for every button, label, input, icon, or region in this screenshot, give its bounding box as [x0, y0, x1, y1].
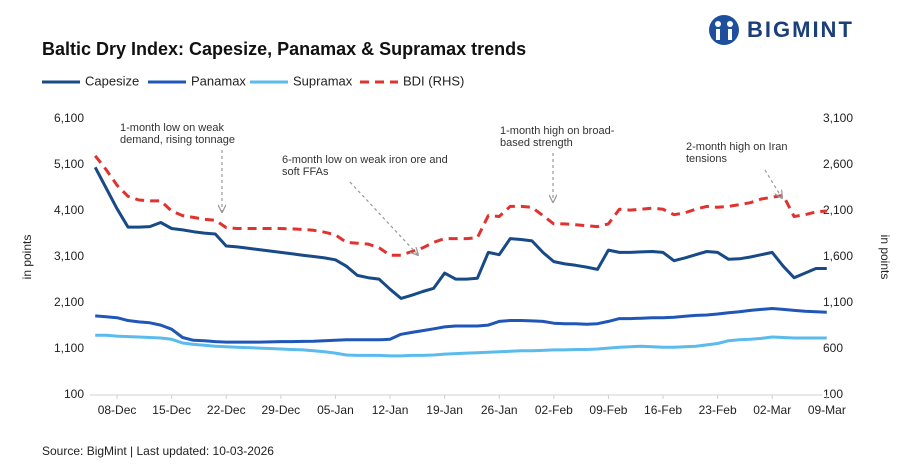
logo: BIGMINT: [709, 15, 854, 45]
x-tick-label: 09-Mar: [808, 403, 846, 417]
y2-tick-label: 3,100: [823, 111, 853, 125]
annotation-text: 1-month high on broad-: [500, 125, 615, 137]
y-tick-label: 1,100: [54, 341, 84, 355]
series-line: [95, 333, 827, 358]
x-tick-label: 19-Jan: [426, 403, 463, 417]
x-tick-label: 09-Feb: [589, 403, 627, 417]
y-tick-label: 2,100: [54, 295, 84, 309]
y2-tick-label: 2,100: [823, 203, 853, 217]
x-tick-label: 02-Feb: [535, 403, 573, 417]
y2-axis-label: in points: [878, 235, 892, 280]
chart-title: Baltic Dry Index: Capesize, Panamax & Su…: [42, 39, 526, 59]
series-line: [93, 166, 827, 300]
annotation-text: 2-month high on Iran: [686, 141, 788, 153]
x-tick-label: 08-Dec: [98, 403, 137, 417]
y2-tick-label: 1,600: [823, 249, 853, 263]
annotation-arrow: [349, 181, 418, 255]
annotation-text: 6-month low on weak iron ore and: [282, 154, 448, 166]
x-tick-label: 16-Feb: [644, 403, 682, 417]
x-tick-label: 26-Jan: [481, 403, 518, 417]
y-tick-label: 5,100: [54, 157, 84, 171]
x-tick-label: 02-Mar: [753, 403, 791, 417]
legend-label: Panamax: [191, 73, 246, 88]
x-tick-label: 12-Jan: [372, 403, 409, 417]
annotation-text: soft FFAs: [282, 166, 329, 178]
x-tick-label: 15-Dec: [152, 403, 191, 417]
series-line: [95, 307, 827, 344]
y2-tick-label: 600: [823, 341, 843, 355]
y-tick-label: 3,100: [54, 249, 84, 263]
source-note: Source: BigMint | Last updated: 10-03-20…: [42, 444, 274, 458]
series-line: [94, 154, 827, 257]
logo-icon: [709, 15, 739, 45]
annotation-text: based strength: [500, 137, 573, 149]
x-tick-label: 29-Dec: [261, 403, 300, 417]
y-tick-label: 4,100: [54, 203, 84, 217]
x-tick-label: 05-Jan: [317, 403, 354, 417]
y-tick-label: 6,100: [54, 111, 84, 125]
legend-label: BDI (RHS): [403, 73, 464, 88]
legend-label: Supramax: [293, 73, 353, 88]
y-axis-label: in points: [20, 235, 34, 280]
annotation-arrow: [764, 169, 782, 198]
x-tick-label: 22-Dec: [207, 403, 246, 417]
y2-tick-label: 1,100: [823, 295, 853, 309]
annotation-text: 1-month low on weak: [120, 122, 224, 134]
annotation-text: tensions: [686, 153, 727, 165]
y2-tick-label: 2,600: [823, 157, 853, 171]
logo-text: BIGMINT: [747, 17, 854, 42]
x-tick-label: 23-Feb: [699, 403, 737, 417]
annotation-text: demand, rising tonnage: [120, 134, 235, 146]
y-tick-label: 100: [64, 387, 84, 401]
legend-label: Capesize: [85, 73, 139, 88]
y2-tick-label: 100: [823, 387, 843, 401]
